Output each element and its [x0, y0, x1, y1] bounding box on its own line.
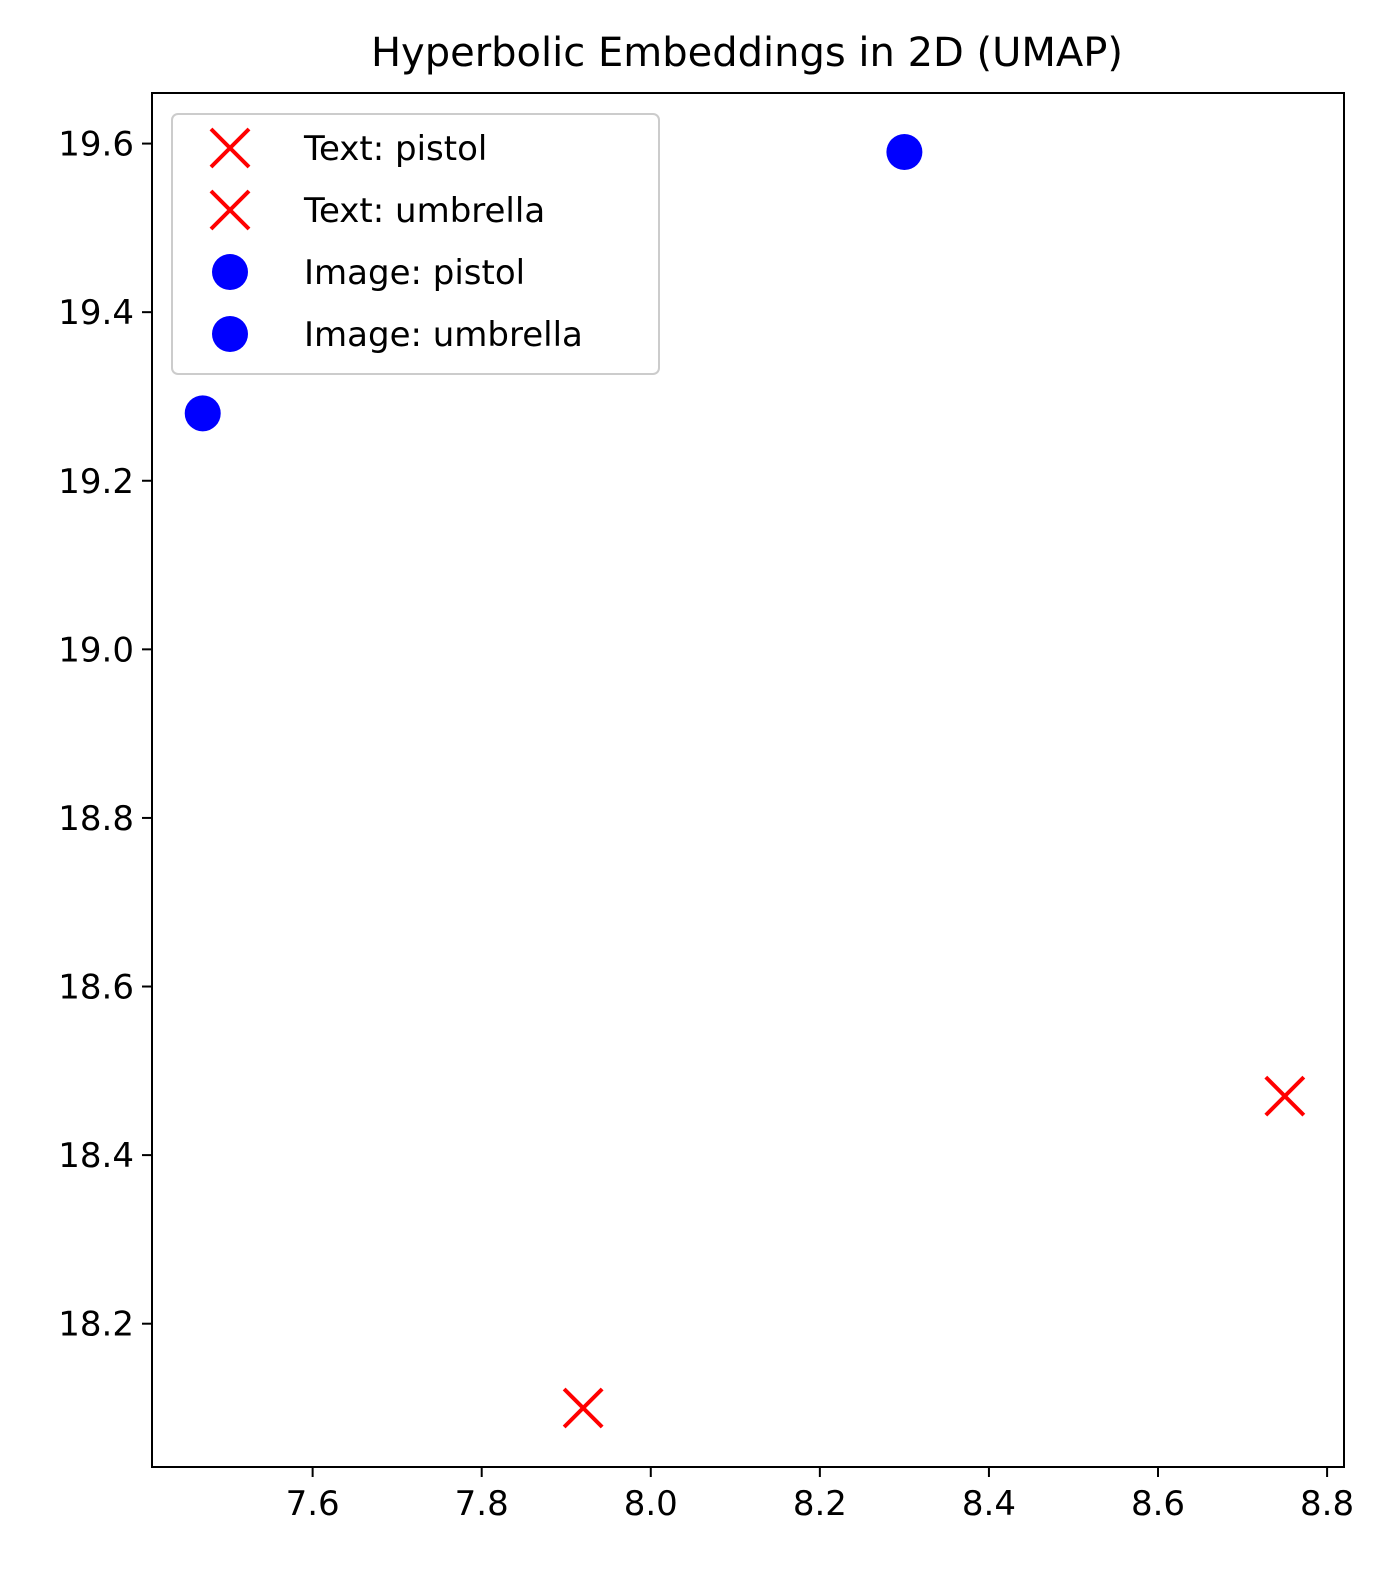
plot-area-frame — [151, 92, 1345, 1468]
x-marker-point — [562, 1387, 604, 1429]
y-tick-label: 19.2 — [58, 462, 134, 502]
x-tick-label: 8.8 — [1300, 1484, 1354, 1524]
x-marker-point — [1264, 1075, 1306, 1117]
y-tick-label: 18.6 — [58, 968, 134, 1008]
y-tick-label: 18.4 — [58, 1136, 134, 1176]
legend-entry-label: Text: umbrella — [303, 191, 545, 231]
y-tick-label: 19.0 — [58, 630, 134, 670]
x-tick-label: 7.6 — [286, 1484, 340, 1524]
legend: Text: pistol Text: umbrella Image: pistol I… — [171, 113, 660, 375]
legend-marker — [212, 316, 248, 352]
y-tick-label: 19.4 — [58, 293, 134, 333]
legend-marker — [209, 127, 251, 169]
circle-marker-point — [184, 395, 221, 432]
circle-marker-point — [886, 134, 923, 171]
legend-marker — [209, 189, 251, 231]
y-tick-label: 18.2 — [58, 1305, 134, 1345]
y-axis: 18.2 18.4 18.6 18.8 19.0 19.2 19.4 19.6 — [58, 125, 152, 1345]
x-tick-label: 8.6 — [1131, 1484, 1185, 1524]
x-tick-label: 8.2 — [793, 1484, 847, 1524]
y-tick-label: 19.6 — [58, 125, 134, 165]
x-tick-label: 7.8 — [455, 1484, 509, 1524]
data-points — [184, 134, 1306, 1429]
legend-entry-label: Image: pistol — [304, 253, 525, 293]
legend-box — [171, 113, 660, 375]
chart-title: Hyperbolic Embeddings in 2D (UMAP) — [371, 30, 1123, 76]
x-tick-label: 8.4 — [962, 1484, 1016, 1524]
y-tick-label: 18.8 — [58, 799, 134, 839]
x-tick-label: 8.0 — [624, 1484, 678, 1524]
legend-entry-label: Image: umbrella — [304, 315, 583, 355]
legend-entry-label: Text: pistol — [303, 129, 487, 169]
legend-marker — [212, 254, 248, 290]
x-axis: 7.6 7.8 8.0 8.2 8.4 8.6 8.8 — [286, 1467, 1354, 1524]
